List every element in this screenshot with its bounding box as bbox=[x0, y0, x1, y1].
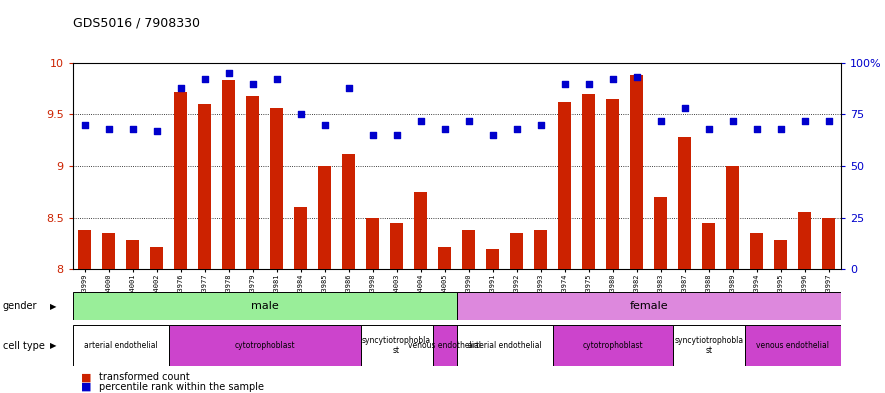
Bar bbox=[750, 233, 764, 269]
Text: venous endothelial: venous endothelial bbox=[408, 341, 481, 350]
Text: ■: ■ bbox=[81, 382, 92, 392]
Point bbox=[486, 132, 500, 138]
Bar bbox=[606, 99, 619, 269]
Bar bbox=[774, 241, 788, 269]
Point bbox=[797, 118, 812, 124]
Bar bbox=[673, 325, 745, 366]
Bar bbox=[654, 197, 667, 269]
Point bbox=[437, 126, 451, 132]
Bar bbox=[150, 246, 163, 269]
Text: syncytiotrophobla
st: syncytiotrophobla st bbox=[674, 336, 743, 355]
Text: gender: gender bbox=[3, 301, 37, 311]
Text: arterial endothelial: arterial endothelial bbox=[84, 341, 158, 350]
Point bbox=[389, 132, 404, 138]
Text: ▶: ▶ bbox=[50, 302, 57, 310]
Text: cell type: cell type bbox=[3, 341, 44, 351]
Bar bbox=[678, 137, 691, 269]
Point bbox=[318, 122, 332, 128]
Text: transformed count: transformed count bbox=[99, 372, 190, 382]
Bar bbox=[294, 208, 307, 269]
Bar bbox=[414, 192, 427, 269]
Point bbox=[654, 118, 668, 124]
Bar bbox=[486, 249, 499, 269]
Point bbox=[245, 81, 259, 87]
Point bbox=[270, 76, 284, 83]
Point bbox=[342, 84, 356, 91]
Bar bbox=[534, 230, 547, 269]
Point bbox=[726, 118, 740, 124]
Text: cytotrophoblast: cytotrophoblast bbox=[582, 341, 643, 350]
Text: percentile rank within the sample: percentile rank within the sample bbox=[99, 382, 264, 392]
Point bbox=[78, 122, 92, 128]
Bar bbox=[174, 92, 188, 269]
Bar bbox=[222, 81, 235, 269]
Point bbox=[581, 81, 596, 87]
Bar bbox=[73, 325, 168, 366]
Point bbox=[558, 81, 572, 87]
Bar bbox=[78, 230, 91, 269]
Bar bbox=[270, 108, 283, 269]
Bar bbox=[433, 325, 457, 366]
Bar bbox=[510, 233, 523, 269]
Point bbox=[678, 105, 692, 112]
Text: female: female bbox=[629, 301, 668, 311]
Point bbox=[102, 126, 116, 132]
Bar bbox=[457, 325, 552, 366]
Point bbox=[462, 118, 476, 124]
Bar bbox=[366, 218, 380, 269]
Bar bbox=[630, 75, 643, 269]
Bar bbox=[102, 233, 115, 269]
Point bbox=[702, 126, 716, 132]
Text: GDS5016 / 7908330: GDS5016 / 7908330 bbox=[73, 17, 200, 29]
Bar bbox=[438, 246, 451, 269]
Bar bbox=[822, 218, 835, 269]
Bar bbox=[462, 230, 475, 269]
Point bbox=[221, 70, 235, 76]
Bar bbox=[318, 166, 331, 269]
Point bbox=[294, 111, 308, 118]
Bar bbox=[745, 325, 841, 366]
Text: male: male bbox=[250, 301, 279, 311]
Point bbox=[173, 84, 188, 91]
Point bbox=[750, 126, 764, 132]
Point bbox=[821, 118, 835, 124]
Point bbox=[773, 126, 788, 132]
Bar bbox=[552, 325, 673, 366]
Bar bbox=[702, 223, 715, 269]
Point bbox=[197, 76, 212, 83]
Text: arterial endothelial: arterial endothelial bbox=[468, 341, 542, 350]
Point bbox=[366, 132, 380, 138]
Text: venous endothelial: venous endothelial bbox=[757, 341, 829, 350]
Point bbox=[605, 76, 620, 83]
Bar bbox=[342, 154, 355, 269]
Point bbox=[629, 74, 643, 81]
Bar bbox=[558, 102, 572, 269]
Point bbox=[126, 126, 140, 132]
Bar bbox=[361, 325, 433, 366]
Text: ▶: ▶ bbox=[50, 341, 57, 350]
Text: cytotrophoblast: cytotrophoblast bbox=[235, 341, 295, 350]
Bar bbox=[390, 223, 404, 269]
Point bbox=[413, 118, 427, 124]
Bar bbox=[198, 104, 212, 269]
Bar bbox=[168, 325, 361, 366]
Point bbox=[510, 126, 524, 132]
Text: ■: ■ bbox=[81, 372, 92, 382]
Text: syncytiotrophobla
st: syncytiotrophobla st bbox=[362, 336, 431, 355]
Bar bbox=[726, 166, 739, 269]
Point bbox=[534, 122, 548, 128]
Point bbox=[150, 128, 164, 134]
Bar bbox=[246, 96, 259, 269]
Bar bbox=[73, 292, 457, 320]
Bar bbox=[126, 241, 139, 269]
Bar bbox=[457, 292, 841, 320]
Bar bbox=[798, 213, 812, 269]
Bar bbox=[582, 94, 596, 269]
